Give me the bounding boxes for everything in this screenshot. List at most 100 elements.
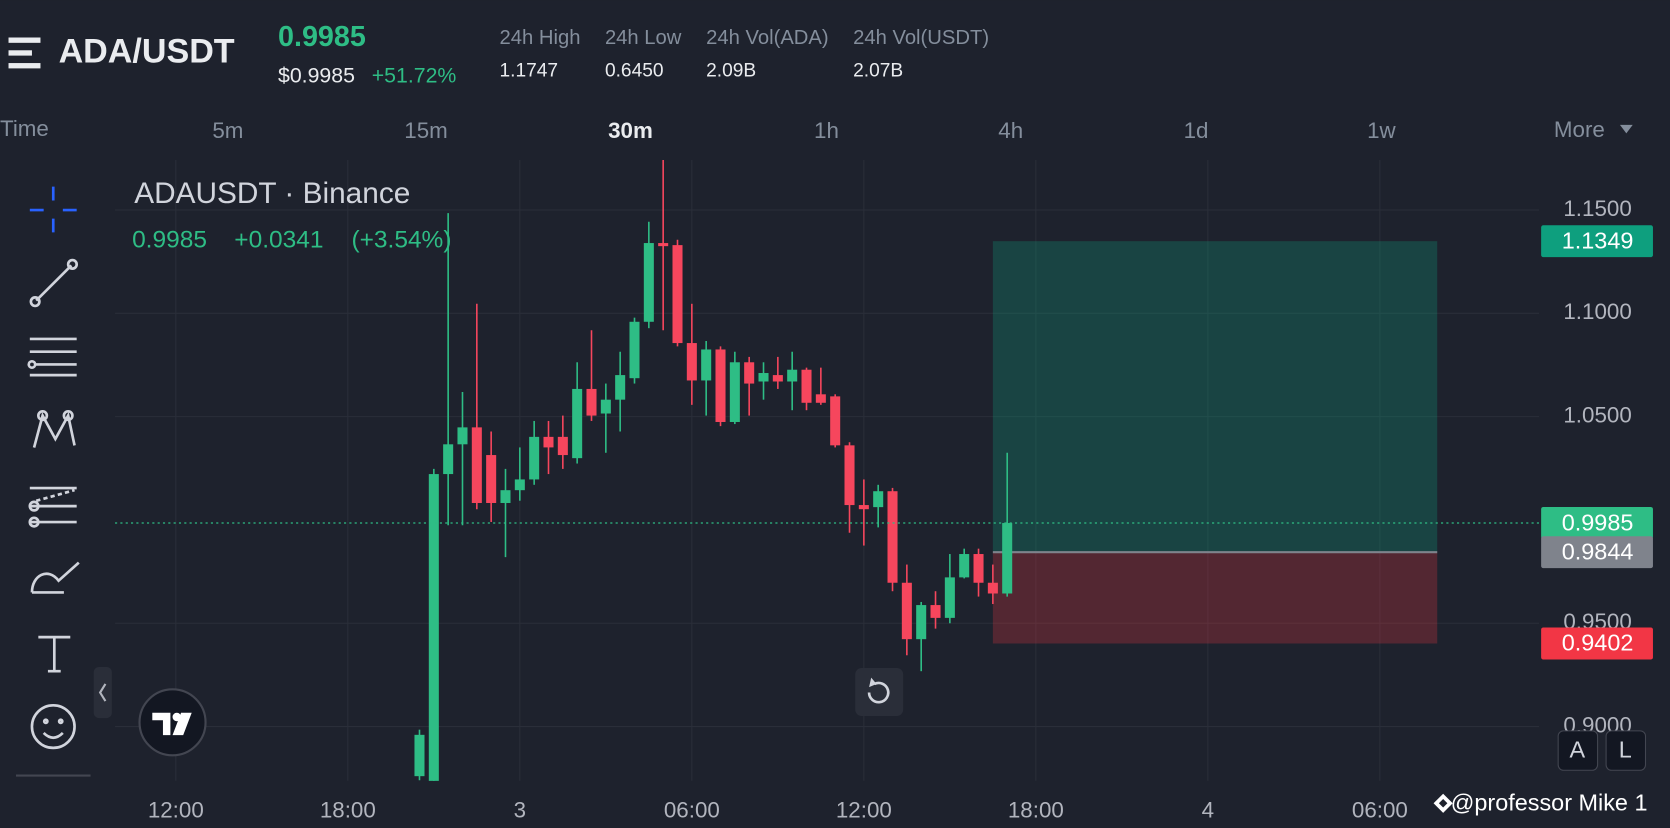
brush-tool[interactable] xyxy=(30,561,80,594)
candle-body xyxy=(987,582,998,594)
toolbar xyxy=(15,186,112,777)
x-tick-label: 06:00 xyxy=(664,798,720,823)
timeframe[interactable]: 15m xyxy=(404,118,448,143)
x-tick-label: 3 xyxy=(514,798,526,823)
text-tool[interactable] xyxy=(38,635,71,673)
price: 0.9985 xyxy=(278,21,366,53)
stop-tag-label: 0.9402 xyxy=(1562,630,1634,656)
candle-body xyxy=(944,577,955,618)
stop-tag xyxy=(1541,627,1653,660)
candle-body xyxy=(701,349,712,381)
timeframe[interactable]: 30m xyxy=(608,118,653,143)
candle-body xyxy=(643,243,654,322)
more-arrow xyxy=(1619,124,1633,134)
stat-label: 24h Vol(USDT) xyxy=(853,27,989,49)
target-tag-label: 1.1349 xyxy=(1562,227,1634,253)
timeframe[interactable]: 1w xyxy=(1367,118,1396,143)
candle-body xyxy=(529,436,540,480)
candle-body xyxy=(443,444,454,475)
collapse-toolbar[interactable] xyxy=(93,666,112,719)
candle-body xyxy=(973,554,984,583)
candle-body xyxy=(557,436,568,456)
reset-button[interactable] xyxy=(855,668,904,716)
candle-body xyxy=(887,491,898,583)
candle-body xyxy=(428,474,439,781)
plot: 12:00 18:00 3 06:00 12:00 18:00 4 06:000.90000.… xyxy=(115,159,1653,823)
scale-button[interactable] xyxy=(1557,730,1599,771)
last-price-tag-label: 0.9985 xyxy=(1562,509,1634,535)
candle-body xyxy=(758,373,769,382)
candle-body xyxy=(844,445,855,506)
stat-value: 1.1747 xyxy=(500,61,559,82)
emoji-tool[interactable] xyxy=(30,703,76,750)
x-tick-label: 12:00 xyxy=(148,798,204,823)
line-tool[interactable] xyxy=(29,258,79,308)
more[interactable]: More xyxy=(1554,117,1605,142)
candle-body xyxy=(744,362,755,384)
watermark: @professor Mike 1 xyxy=(1451,790,1648,816)
entry-tag-label: 0.9844 xyxy=(1562,538,1634,564)
y-tick-label: 1.0500 xyxy=(1563,403,1631,428)
candle-body xyxy=(514,479,525,491)
candle-body xyxy=(629,321,640,379)
pattern-tool[interactable] xyxy=(32,410,76,448)
y-tick-label: 1.1500 xyxy=(1563,196,1631,221)
price-usd: $0.9985 xyxy=(278,64,355,88)
timeframe[interactable]: 1h xyxy=(814,118,839,143)
candle-body xyxy=(615,375,626,400)
candle-body xyxy=(858,505,869,510)
change: +51.72% xyxy=(372,64,457,88)
stat-label: 24h Low xyxy=(605,27,682,49)
x-tick-label: 12:00 xyxy=(836,798,892,823)
pair[interactable]: ADA/USDT xyxy=(59,32,235,70)
scale-button[interactable] xyxy=(1605,730,1647,771)
x-tick-label: 18:00 xyxy=(320,798,376,823)
target-tag xyxy=(1541,225,1653,258)
x-tick-label: 4 xyxy=(1202,798,1214,823)
candle-body xyxy=(600,399,611,414)
candle-body xyxy=(686,343,697,381)
fib-tool[interactable] xyxy=(28,486,77,528)
candle-body xyxy=(486,455,497,503)
candle-body xyxy=(873,491,884,508)
stat-value: 0.6450 xyxy=(605,61,664,82)
timeframe[interactable]: 5m xyxy=(212,118,243,143)
chart-title: ADAUSDT · Binance xyxy=(134,177,410,210)
scale-button-label[interactable]: A xyxy=(1570,736,1586,762)
stat-value: 2.09B xyxy=(706,61,756,82)
legend-change: +0.0341 xyxy=(234,226,323,253)
menu-icon[interactable] xyxy=(8,37,41,69)
last-price-tag xyxy=(1541,507,1653,540)
candle-body xyxy=(414,734,425,777)
time-label[interactable]: Time xyxy=(0,116,49,141)
tv-logo[interactable] xyxy=(138,688,207,757)
candle-body xyxy=(772,375,783,382)
watermark-logo xyxy=(1433,793,1453,813)
collapse-arrow xyxy=(98,683,107,702)
legend-last: 0.9985 xyxy=(132,226,207,253)
stop-zone xyxy=(992,552,1438,644)
candle-body xyxy=(586,388,597,416)
candle-body xyxy=(815,394,826,403)
x-tick-label: 06:00 xyxy=(1352,798,1408,823)
candle-body xyxy=(672,245,683,344)
candle-body xyxy=(572,388,583,459)
candle-body xyxy=(715,349,726,422)
timeframe[interactable]: 4h xyxy=(998,118,1023,143)
candle-body xyxy=(729,362,740,422)
candle-body xyxy=(801,369,812,403)
timeframe[interactable]: 1d xyxy=(1184,118,1209,143)
entry-tag xyxy=(1541,536,1653,569)
lines-tool[interactable] xyxy=(27,337,77,377)
y-tick-label: 1.1000 xyxy=(1563,299,1631,324)
candle-body xyxy=(457,427,468,445)
stat-value: 2.07B xyxy=(853,61,903,82)
x-tick-label: 18:00 xyxy=(1008,798,1064,823)
crosshair-tool[interactable] xyxy=(29,186,77,233)
candle-body xyxy=(787,369,798,382)
candle-body xyxy=(543,436,554,448)
candle-body xyxy=(658,243,669,247)
stat-label: 24h High xyxy=(500,27,581,49)
scale-button-label[interactable]: L xyxy=(1619,736,1632,762)
